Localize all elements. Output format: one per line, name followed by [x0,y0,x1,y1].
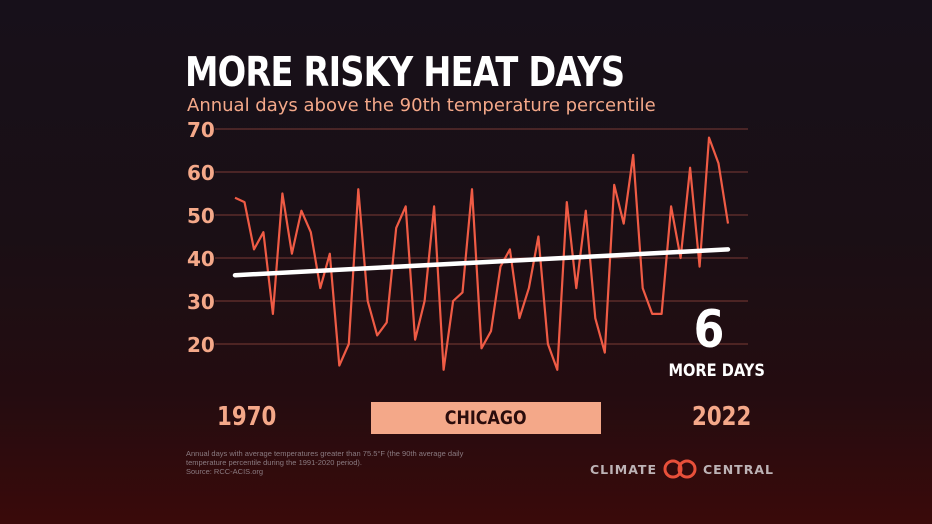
trend-layer [232,247,731,278]
chart-title: MORE RISKY HEAT DAYS [185,48,625,96]
location-badge: CHICAGO [371,402,601,434]
brand-logo: CLIMATE CENTRAL [590,458,774,480]
footnote-line-2: temperature percentile during the 1991-2… [186,458,362,467]
footnote-line-1: Annual days with average temperatures gr… [186,449,464,458]
increase-value: 6 [693,300,725,360]
brand-word-left: CLIMATE [590,461,657,477]
footnote: Annual days with average temperatures gr… [186,449,516,476]
x-start-year: 1970 [217,402,277,432]
y-tick-label-50: 50 [187,204,215,228]
location-label: CHICAGO [445,407,527,429]
y-tick-label-40: 40 [187,247,215,271]
y-tick-label-70: 70 [187,118,215,142]
trend-line [232,247,731,278]
chart-subtitle: Annual days above the 90th temperature p… [187,95,656,116]
x-end-year: 2022 [692,402,752,432]
y-tick-label-60: 60 [187,161,215,185]
y-tick-labels: 20 30 40 50 60 70 [187,118,215,357]
footnote-source: Source: RCC-ACIS.org [186,467,264,476]
climate-central-logo-icon [663,459,697,479]
y-tick-label-20: 20 [187,333,215,357]
brand-word-right: CENTRAL [703,461,774,477]
increase-label: MORE DAYS [668,361,765,381]
y-tick-label-30: 30 [187,290,215,314]
